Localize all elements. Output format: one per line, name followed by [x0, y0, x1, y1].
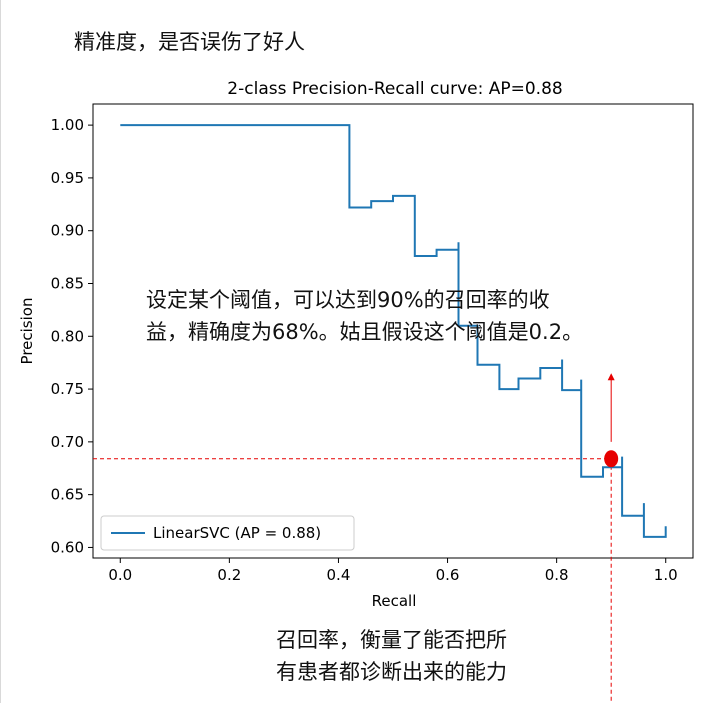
x-tick-label: 1.0 — [654, 566, 678, 584]
y-tick-label: 0.85 — [51, 274, 84, 292]
y-tick-label: 0.95 — [51, 169, 84, 187]
y-tick-label: 0.70 — [51, 433, 84, 451]
note-line: 益，精确度为68%。姑且假设这个阈值是0.2。 — [146, 320, 584, 344]
threshold-guides — [93, 373, 615, 703]
chart-title: 2-class Precision-Recall curve: AP=0.88 — [227, 79, 562, 99]
legend: LinearSVC (AP = 0.88) — [100, 515, 355, 551]
note-line: 有患者都诊断出来的能力 — [276, 660, 507, 684]
x-tick-label: 0.6 — [436, 566, 460, 584]
y-tick-label: 0.60 — [51, 538, 84, 556]
note-line: 精准度，是否误伤了好人 — [74, 30, 305, 54]
legend-box — [100, 515, 355, 551]
annotation-precision-note: 精准度，是否误伤了好人 — [74, 26, 305, 58]
note-line: 召回率，衡量了能否把所 — [276, 628, 507, 652]
y-tick-label: 0.80 — [51, 327, 84, 345]
threshold-point-marker — [604, 450, 619, 468]
left-edge-line — [0, 0, 1, 703]
pr-curve-series-line — [120, 124, 667, 538]
y-axis-label: Precision — [18, 298, 36, 365]
y-tick-label: 0.65 — [51, 486, 84, 504]
y-axis: 0.60 0.65 0.70 0.75 0.80 0.85 0.90 0.95 1.00 — [51, 116, 93, 556]
annotation-threshold-note: 设定某个阈值，可以达到90%的召回率的收 益，精确度为68%。姑且假设这个阈值是… — [146, 284, 583, 348]
x-tick-label: 0.8 — [545, 566, 569, 584]
plot-area-frame — [92, 103, 694, 559]
y-tick-label: 1.00 — [51, 116, 84, 134]
x-tick-label: 0.4 — [327, 566, 351, 584]
threshold-marker — [604, 450, 619, 468]
x-tick-label: 0.2 — [217, 566, 241, 584]
y-tick-label: 0.75 — [51, 380, 84, 398]
y-tick-label: 0.90 — [51, 222, 84, 240]
x-axis: 0.0 0.2 0.4 0.6 0.8 1.0 — [108, 558, 678, 584]
x-tick-label: 0.0 — [108, 566, 132, 584]
x-axis-label: Recall — [372, 592, 417, 610]
legend-label: LinearSVC (AP = 0.88) — [153, 524, 321, 542]
note-line: 设定某个阈值，可以达到90%的召回率的收 — [146, 288, 550, 312]
annotation-recall-note: 召回率，衡量了能否把所 有患者都诊断出来的能力 — [276, 624, 507, 688]
arrow-head — [607, 373, 615, 381]
